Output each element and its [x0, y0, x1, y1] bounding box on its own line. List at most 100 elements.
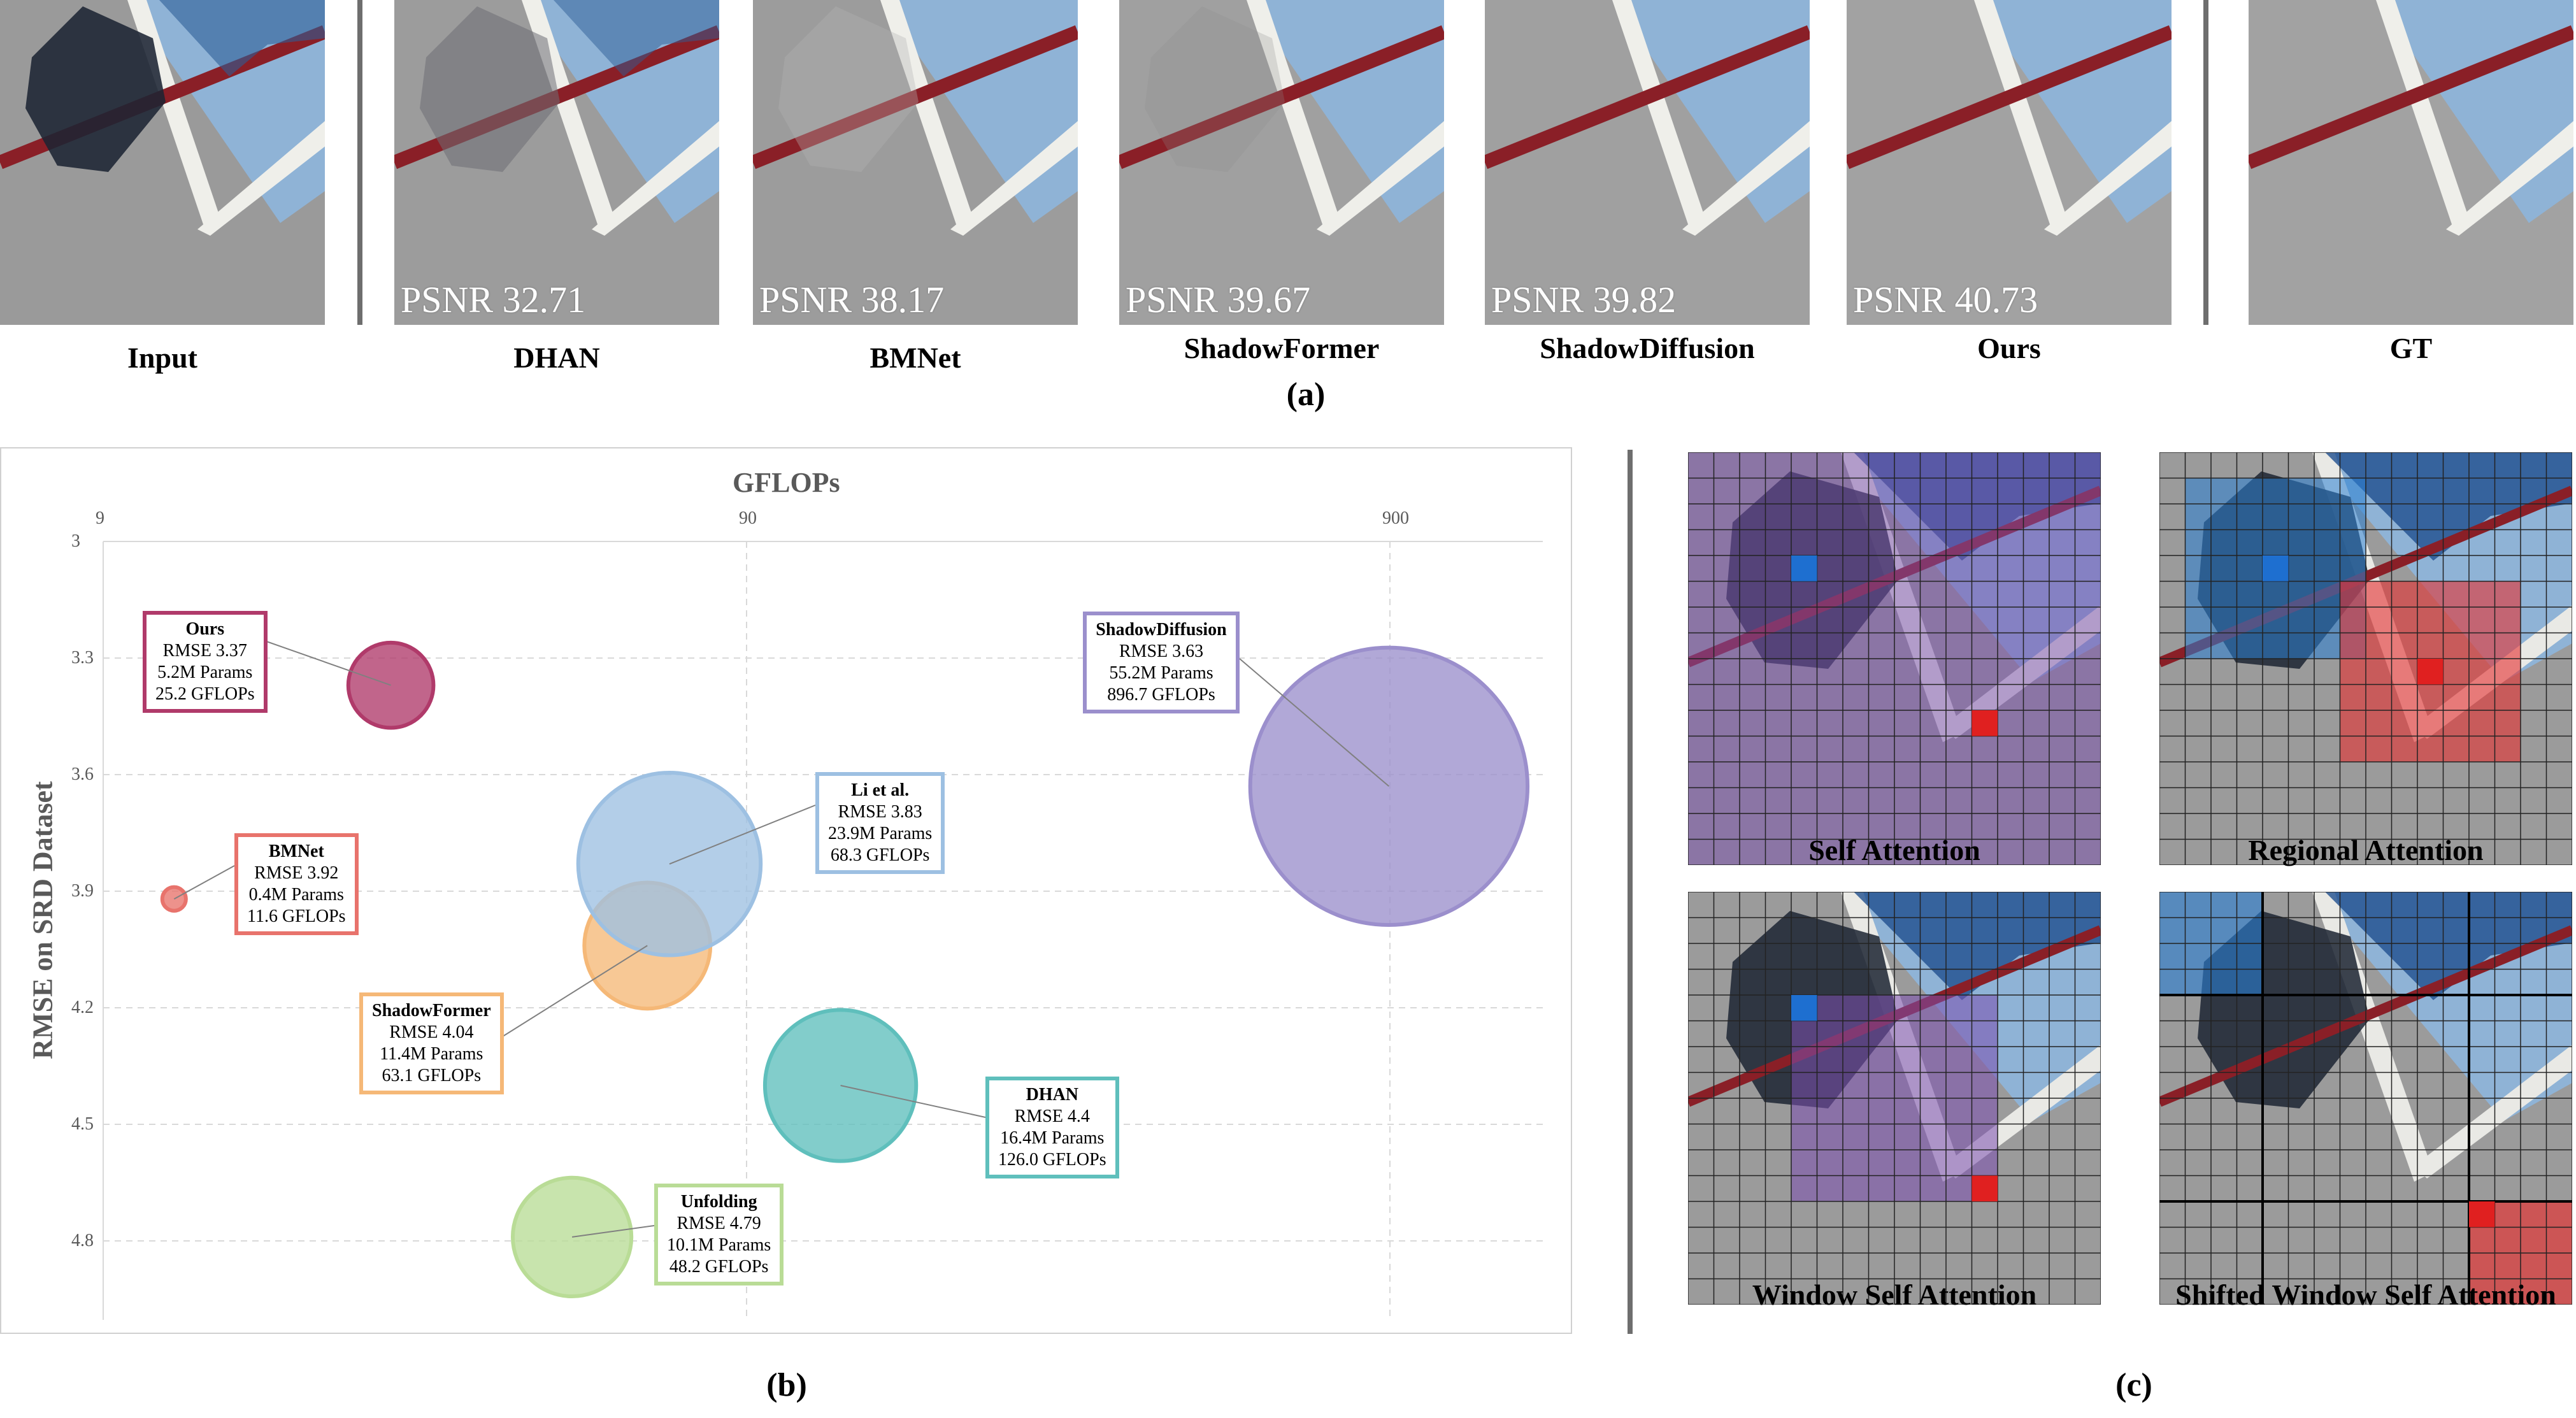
y-tick-label: 4.8: [71, 1231, 94, 1250]
query-token: [1971, 710, 1998, 736]
annotation-shadowdiffusion: ShadowDiffusion RMSE 3.63 55.2M Params 896.…: [1083, 612, 1240, 713]
leader-line: [500, 945, 648, 1038]
annotation-rmse_label: RMSE 3.83: [838, 802, 922, 822]
annotation-gflops_label: 48.2 GFLOPs: [669, 1257, 769, 1277]
bubble-ours: [346, 640, 436, 730]
query-token: [2263, 555, 2289, 582]
separator: [2203, 0, 2208, 325]
thumbnail-gt: [2249, 0, 2573, 325]
annotation-rmse_label: RMSE 3.92: [254, 863, 339, 883]
annotation-rmse_label: RMSE 4.79: [676, 1214, 761, 1233]
annotation-params: 55.2M Params: [1109, 663, 1213, 683]
panel-label-b: (b): [766, 1367, 807, 1403]
bubble-li-et-al-: [576, 771, 763, 957]
annotation-dhan: DHAN RMSE 4.4 16.4M Params 126.0 GFLOPs: [985, 1077, 1119, 1178]
caption-input: Input: [127, 341, 197, 374]
psnr-value: PSNR 32.71: [401, 279, 586, 320]
bubble-chart: [103, 541, 1543, 1320]
annotation-name: ShadowDiffusion: [1096, 620, 1227, 640]
bubble-shadowdiffusion: [1248, 645, 1530, 927]
bubble-bmnet: [160, 885, 188, 913]
dark-pool-region: [2325, 892, 2572, 1000]
y-tick-label: 3: [71, 531, 80, 551]
query-token: [1971, 1175, 1998, 1201]
annotation-params: 10.1M Params: [667, 1235, 771, 1255]
x-tick-label: 900: [1382, 508, 1409, 528]
annotation-rmse_label: RMSE 3.37: [162, 641, 247, 661]
panel-label-c: (c): [2115, 1367, 2152, 1403]
panel-a: PSNR 32.71 PSNR 38.17 PSNR 39.67: [0, 0, 2576, 420]
caption-ours: Ours: [1977, 332, 2041, 364]
annotation-name: Unfolding: [680, 1192, 757, 1212]
attention-self: [1688, 452, 2101, 865]
caption-self-attention: Self Attention: [1808, 834, 1980, 866]
annotation-params: 0.4M Params: [248, 885, 344, 905]
annotation-name: Ours: [185, 619, 225, 639]
chart-b: GFLOPs RMSE on SRD Dataset 9 90 900 3 3.3 3.6…: [0, 447, 1572, 1334]
y-tick-label: 3.3: [71, 648, 94, 668]
thumbnail-ours: PSNR 40.73: [1847, 0, 2172, 325]
x-tick-label: 90: [739, 508, 757, 528]
leader-line: [261, 639, 391, 686]
annotation-shadowformer: ShadowFormer RMSE 4.04 11.4M Params 63.1 GF…: [359, 992, 504, 1094]
attention-window: [1688, 892, 2101, 1305]
annotation-gflops_label: 126.0 GFLOPs: [998, 1150, 1106, 1170]
x-tick-label: 9: [96, 508, 104, 528]
psnr-value: PSNR 38.17: [759, 279, 945, 320]
thumbnail-shadowdiffusion: PSNR 39.82: [1485, 0, 1810, 325]
caption-dhan: DHAN: [513, 341, 600, 374]
caption-gt: GT: [2389, 332, 2433, 364]
annotation-gflops_label: 63.1 GFLOPs: [382, 1066, 482, 1085]
annotation-name: DHAN: [1026, 1085, 1079, 1105]
caption-regional-attention: Regional Attention: [2248, 834, 2484, 866]
annotation-gflops_label: 896.7 GFLOPs: [1107, 685, 1215, 705]
annotation-name: ShadowFormer: [372, 1001, 491, 1021]
annotation-li-et-al-: Li et al. RMSE 3.83 23.9M Params 68.3 GFLOP…: [815, 772, 945, 874]
psnr-value: PSNR 39.67: [1126, 279, 1311, 320]
y-tick-label: 4.5: [71, 1114, 94, 1134]
annotation-params: 11.4M Params: [380, 1044, 483, 1064]
annotation-gflops_label: 68.3 GFLOPs: [830, 845, 930, 865]
query-token: [1791, 555, 1817, 582]
psnr-value: PSNR 40.73: [1853, 279, 2038, 320]
caption-shadowformer: ShadowFormer: [1184, 332, 1380, 364]
annotation-rmse_label: RMSE 3.63: [1119, 641, 1204, 661]
caption-shadowdiffusion: ShadowDiffusion: [1540, 332, 1755, 364]
query-token: [2417, 659, 2444, 685]
query-token: [1791, 995, 1817, 1021]
caption-window-self-attention: Window Self Attention: [1752, 1278, 2037, 1311]
leader-line: [1239, 658, 1390, 787]
annotation-ours: Ours RMSE 3.37 5.2M Params 25.2 GFLOPs: [143, 611, 268, 713]
x-axis-title: GFLOPs: [733, 467, 840, 498]
y-tick-label: 3.9: [71, 881, 94, 901]
attention-shifted-window: [2159, 892, 2572, 1305]
pool-edge: [2414, 1045, 2572, 1178]
separator: [357, 0, 362, 325]
annotation-name: BMNet: [268, 841, 324, 861]
annotation-params: 16.4M Params: [1000, 1128, 1105, 1148]
caption-shifted-window-self-attention: Shifted Window Self Attention: [2175, 1278, 2556, 1311]
annotation-gflops_label: 11.6 GFLOPs: [247, 906, 346, 926]
annotation-name: Li et al.: [851, 780, 910, 800]
query-token: [2469, 1201, 2495, 1228]
annotation-gflops_label: 25.2 GFLOPs: [155, 684, 255, 704]
annotation-rmse_label: RMSE 4.4: [1014, 1106, 1090, 1126]
annotation-params: 5.2M Params: [157, 662, 253, 682]
bubble-unfolding: [510, 1175, 634, 1299]
thumbnail-bmnet: PSNR 38.17: [753, 0, 1078, 325]
attention-regional: [2159, 452, 2572, 865]
y-tick-label: 3.6: [71, 764, 94, 784]
dark-pool-region: [2325, 452, 2572, 561]
leader-line: [173, 865, 235, 900]
leader-line: [571, 1225, 655, 1238]
annotation-unfolding: Unfolding RMSE 4.79 10.1M Params 48.2 GFLOP…: [654, 1184, 784, 1286]
thumbnail-dhan: PSNR 32.71: [394, 0, 719, 325]
separator: [1628, 450, 1633, 1334]
annotation-rmse_label: RMSE 4.04: [389, 1022, 474, 1042]
thumbnail-input: [0, 0, 325, 325]
annotation-params: 23.9M Params: [828, 824, 933, 843]
panel-label-a: (a): [1286, 376, 1326, 413]
caption-bmnet: BMNet: [869, 341, 961, 374]
leader-line: [840, 1085, 986, 1118]
leader-line: [669, 805, 816, 865]
